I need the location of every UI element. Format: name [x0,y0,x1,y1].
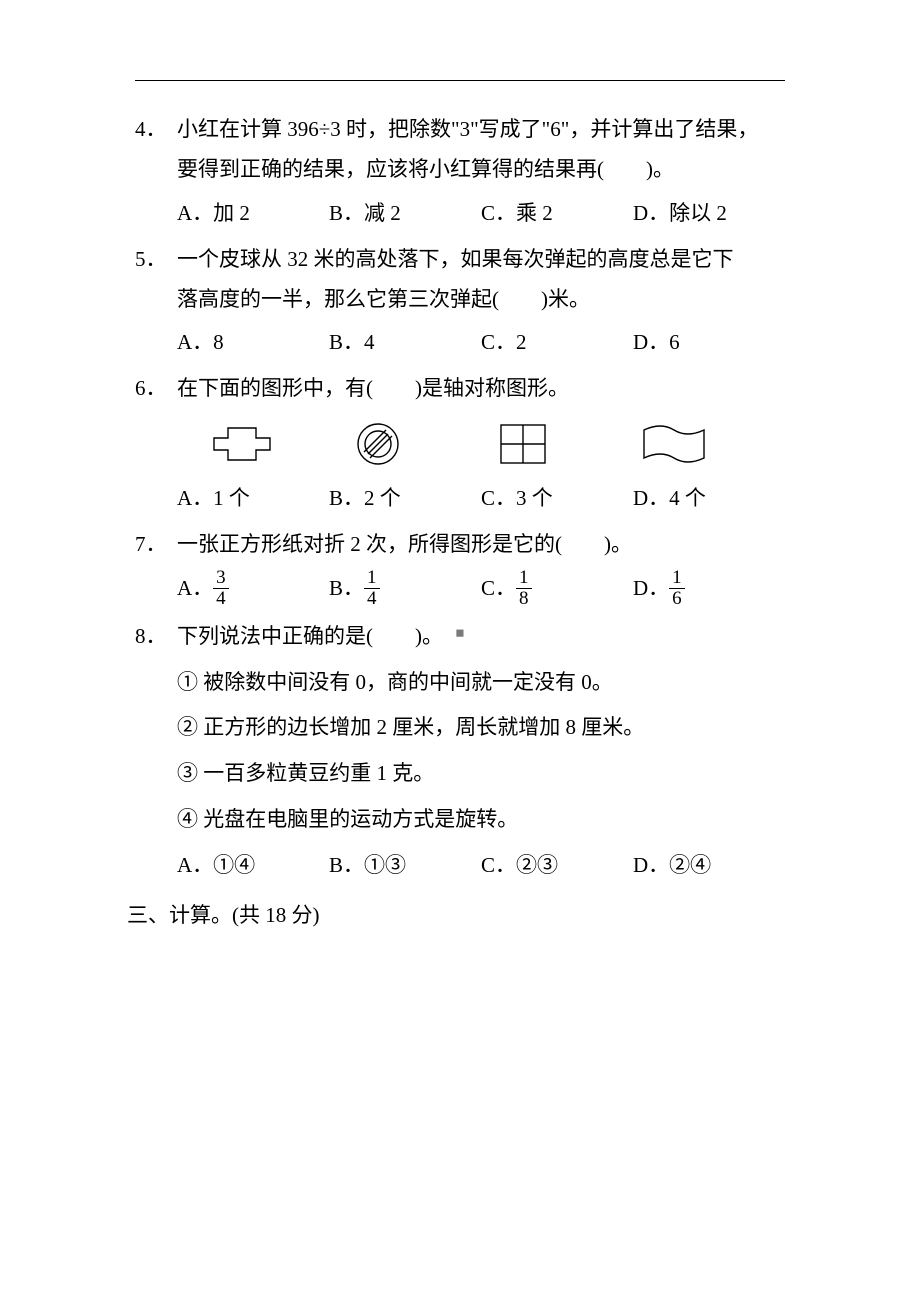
q7-a-den: 4 [213,589,229,609]
q7-d-num: 1 [669,568,685,589]
fraction-icon: 34 [213,568,229,609]
question-6: 6． 在下面的图形中，有( )是轴对称图形。 [135,369,785,519]
question-8: 8． 下列说法中正确的是( )。 ① 被除数中间没有 0，商的中间就一定没有 0… [135,617,785,886]
q6-shapes-row [135,417,785,471]
q4-text-line2: 要得到正确的结果，应该将小红算得的结果再( )。 [135,150,785,190]
q8-options: A．①④ B．①③ C．②③ D．②④ [135,846,785,886]
no-sign-icon [354,420,402,468]
q4-options: A．加 2 B．减 2 C．乘 2 D．除以 2 [135,194,785,234]
q7-d-den: 6 [669,589,685,609]
q7-text-line1: 一张正方形纸对折 2 次，所得图形是它的( )。 [177,525,785,565]
q4-option-c: C．乘 2 [481,194,633,234]
fraction-icon: 18 [516,568,532,609]
q5-options: A．8 B．4 C．2 D．6 [135,323,785,363]
question-5: 5． 一个皮球从 32 米的高处落下，如果每次弹起的高度总是它下 落高度的一半，… [135,240,785,364]
q4-text-line1: 小红在计算 396÷3 时，把除数"3"写成了"6"，并计算出了结果， [177,110,785,150]
q6-option-a: A．1 个 [177,479,329,519]
q6-shape-nosign [354,417,498,471]
q6-number: 6． [135,369,177,409]
q5-text-line1: 一个皮球从 32 米的高处落下，如果每次弹起的高度总是它下 [177,240,785,280]
q6-option-d: D．4 个 [633,479,785,519]
q5-number: 5． [135,240,177,280]
q6-option-c: C．3 个 [481,479,633,519]
q8-text-line1: 下列说法中正确的是( )。 [177,617,785,657]
q8-option-b: B．①③ [329,846,481,886]
q8-option-d: D．②④ [633,846,785,886]
q5-option-c: C．2 [481,323,633,363]
q5-option-d: D．6 [633,323,785,363]
q5-text-line2: 落高度的一半，那么它第三次弹起( )米。 [135,280,785,320]
q7-c-den: 8 [516,589,532,609]
q7-c-num: 1 [516,568,532,589]
fraction-icon: 16 [669,568,685,609]
q8-statement-2: ② 正方形的边长增加 2 厘米，周长就增加 8 厘米。 [177,708,785,748]
q7-option-c: C．18 [481,569,633,611]
content-area: 4． 小红在计算 396÷3 时，把除数"3"写成了"6"，并计算出了结果， 要… [135,110,785,936]
q6-options: A．1 个 B．2 个 C．3 个 D．4 个 [135,479,785,519]
q7-a-label: A． [177,576,213,600]
header-rule [135,80,785,81]
q7-c-label: C． [481,576,516,600]
q4-option-b: B．减 2 [329,194,481,234]
q4-option-d: D．除以 2 [633,194,785,234]
q6-shape-cross [210,417,354,471]
q8-option-a: A．①④ [177,846,329,886]
question-7: 7． 一张正方形纸对折 2 次，所得图形是它的( )。 A．34 B．14 C．… [135,525,785,611]
q7-a-num: 3 [213,568,229,589]
q6-shape-flag [641,417,785,471]
q4-option-a: A．加 2 [177,194,329,234]
q7-option-b: B．14 [329,569,481,611]
q7-option-a: A．34 [177,569,329,611]
q6-shape-grid [498,417,642,471]
q6-text-line1: 在下面的图形中，有( )是轴对称图形。 [177,369,785,409]
q7-b-label: B． [329,576,364,600]
grid-2x2-icon [498,422,548,466]
question-4: 4． 小红在计算 396÷3 时，把除数"3"写成了"6"，并计算出了结果， 要… [135,110,785,234]
page: ◼ 4． 小红在计算 396÷3 时，把除数"3"写成了"6"，并计算出了结果，… [0,0,920,1302]
q4-number: 4． [135,110,177,150]
q7-options: A．34 B．14 C．18 D．16 [135,569,785,611]
fraction-icon: 14 [364,568,380,609]
q5-option-a: A．8 [177,323,329,363]
q7-option-d: D．16 [633,569,785,611]
q7-b-num: 1 [364,568,380,589]
q8-statement-1: ① 被除数中间没有 0，商的中间就一定没有 0。 [177,663,785,703]
section-3-heading: 三、计算。(共 18 分) [127,896,785,936]
q5-option-b: B．4 [329,323,481,363]
q8-option-c: C．②③ [481,846,633,886]
q6-option-b: B．2 个 [329,479,481,519]
q8-statements: ① 被除数中间没有 0，商的中间就一定没有 0。 ② 正方形的边长增加 2 厘米… [135,663,785,841]
q7-d-label: D． [633,576,669,600]
wavy-flag-icon [641,422,707,466]
q7-b-den: 4 [364,589,380,609]
q8-statement-4: ④ 光盘在电脑里的运动方式是旋转。 [177,800,785,840]
q7-number: 7． [135,525,177,565]
cross-shape-icon [210,422,274,466]
q8-statement-3: ③ 一百多粒黄豆约重 1 克。 [177,754,785,794]
q8-number: 8． [135,617,177,657]
